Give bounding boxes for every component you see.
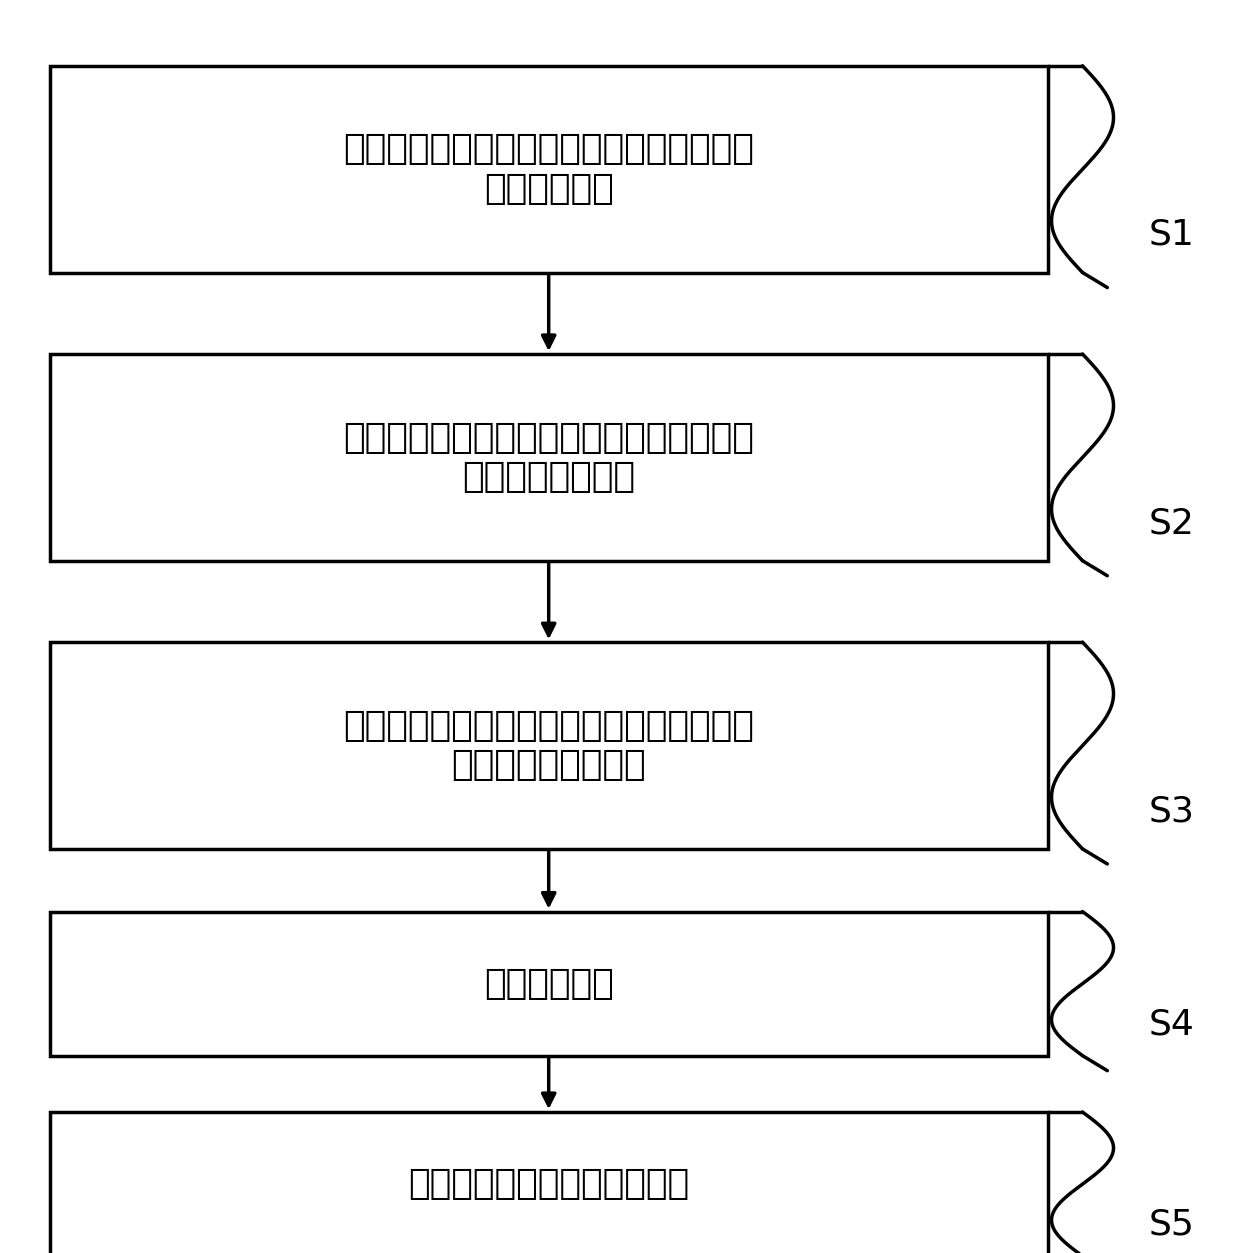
Text: 处理非局域量子隧穿，确定公共能量区间定
义第一边和第二边: 处理非局域量子隧穿，确定公共能量区间定 义第一边和第二边 xyxy=(343,421,754,494)
Text: S2: S2 xyxy=(1149,506,1194,540)
Bar xyxy=(50,353,1048,560)
Text: S1: S1 xyxy=(1149,218,1194,252)
Bar xyxy=(50,642,1048,850)
Text: S5: S5 xyxy=(1149,1208,1194,1242)
Text: S4: S4 xyxy=(1149,1007,1194,1041)
Text: 存储系统矩阵: 存储系统矩阵 xyxy=(484,966,614,1001)
Text: S3: S3 xyxy=(1149,794,1194,828)
Bar xyxy=(50,1113,1048,1253)
Text: 采用高斯消原法求解系统矩阵: 采用高斯消原法求解系统矩阵 xyxy=(408,1167,689,1202)
Bar xyxy=(50,912,1048,1055)
Text: 生成以所求解物理变量的结点值增量为变量
的线性方程组: 生成以所求解物理变量的结点值增量为变量 的线性方程组 xyxy=(343,133,754,205)
Text: 插值所产生的点对点隧穿电流密度及能量积
分体积进行权重分配: 插值所产生的点对点隧穿电流密度及能量积 分体积进行权重分配 xyxy=(343,709,754,782)
Bar xyxy=(50,65,1048,273)
